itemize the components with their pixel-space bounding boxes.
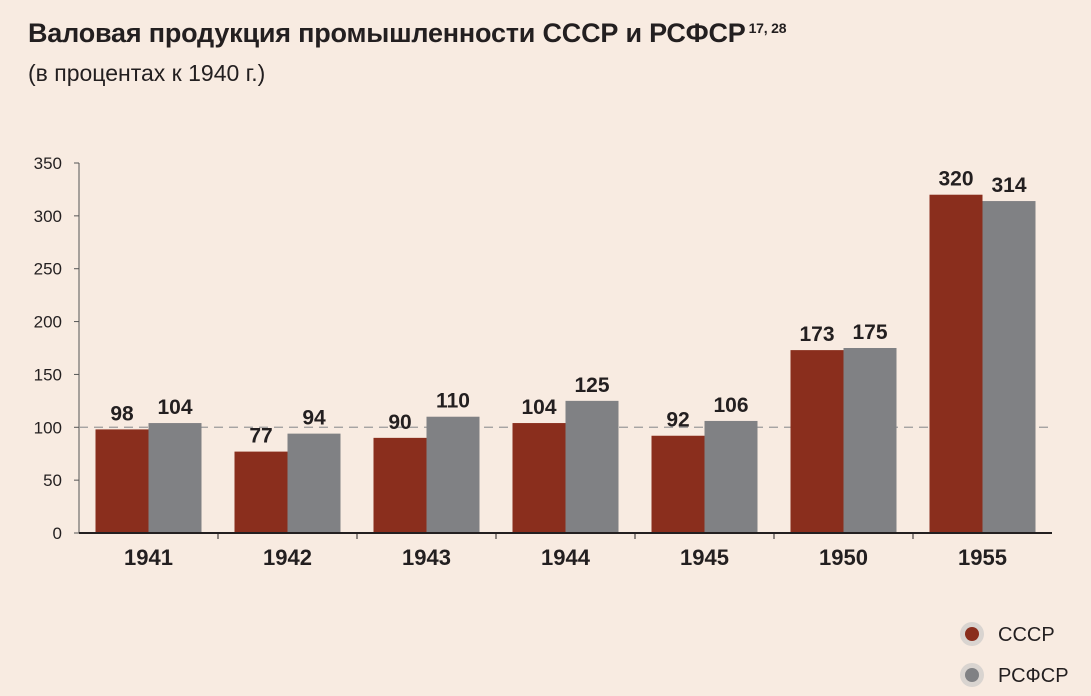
data-label: 173 [799,323,834,346]
data-label: 175 [852,321,887,344]
data-label: 314 [991,174,1026,197]
x-category-label: 1945 [680,545,729,570]
bar-ussr-1955 [929,194,983,533]
x-category-label: 1942 [263,545,312,570]
bar-ussr-1941 [95,429,149,533]
y-tick-label: 350 [34,154,62,173]
x-category-label: 1944 [541,545,591,570]
legend-label: СССР [998,624,1055,646]
legend-marker [965,627,979,641]
data-label: 104 [157,396,192,419]
data-label: 94 [302,407,326,430]
data-label: 320 [938,168,973,191]
data-label: 98 [110,402,134,425]
y-tick-label: 300 [34,207,62,226]
x-category-label: 1950 [819,545,868,570]
y-tick-label: 250 [34,260,62,279]
title-footnote: 17, 28 [748,20,787,36]
bar-rsfsr-1941 [148,423,202,533]
y-tick-label: 200 [34,313,62,332]
y-tick-label: 50 [43,471,62,490]
bar-ussr-1943 [373,437,427,533]
bar-rsfsr-1942 [287,433,341,533]
data-label: 106 [713,394,748,417]
bar-ussr-1944 [512,423,566,533]
data-label: 92 [666,409,689,432]
bar-rsfsr-1943 [426,416,480,533]
bar-rsfsr-1944 [565,400,619,533]
legend-marker [965,668,979,682]
chart-title-text: Валовая продукция промышленности СССР и … [28,18,746,48]
y-tick-label: 150 [34,365,62,384]
data-label: 110 [436,390,470,413]
bar-ussr-1945 [651,435,705,533]
bar-rsfsr-1945 [704,420,758,533]
y-tick-label: 0 [53,524,62,543]
legend-label: РСФСР [998,665,1069,687]
data-label: 77 [249,425,272,448]
x-category-label: 1955 [958,545,1007,570]
data-label: 125 [574,374,609,397]
x-category-label: 1941 [124,545,173,570]
bar-ussr-1950 [790,350,844,533]
bar-rsfsr-1950 [843,348,897,533]
bar-rsfsr-1955 [982,201,1036,534]
chart-title: Валовая продукция промышленности СССР и … [28,18,787,49]
data-label: 90 [388,411,411,434]
chart-subtitle: (в процентах к 1940 г.) [28,60,266,86]
x-category-label: 1943 [402,545,451,570]
bar-ussr-1942 [234,451,288,533]
y-tick-label: 100 [34,418,62,437]
data-label: 104 [521,396,556,419]
